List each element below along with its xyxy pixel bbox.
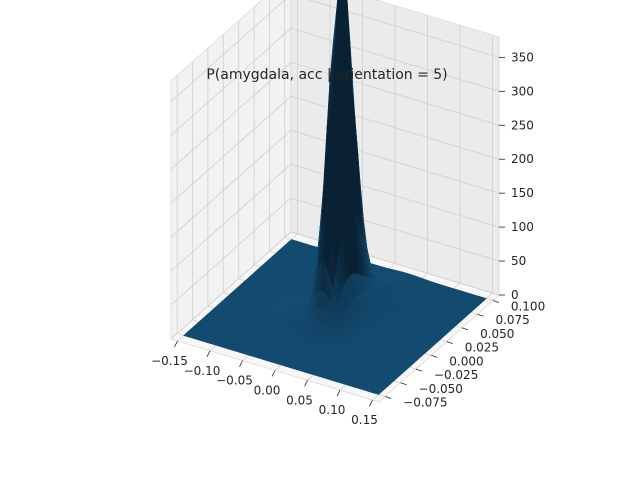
z-tick-label: 350 xyxy=(511,50,534,64)
y-tick-mark xyxy=(385,396,392,399)
x-tick-mark xyxy=(174,340,178,348)
x-tick-label: −0.15 xyxy=(151,354,188,368)
z-tick-label: 100 xyxy=(511,220,534,234)
x-tick-label: −0.10 xyxy=(184,364,221,378)
x-tick-mark xyxy=(239,360,243,367)
z-tick-label: 150 xyxy=(511,186,534,200)
y-tick-mark xyxy=(400,382,407,386)
x-tick-mark xyxy=(336,390,341,397)
y-tick-mark xyxy=(446,341,453,345)
y-tick-label: −0.075 xyxy=(403,396,447,410)
x-tick-mark xyxy=(206,350,211,357)
z-tick-label: 50 xyxy=(511,254,526,268)
y-tick-mark xyxy=(415,368,423,372)
grid-line-z xyxy=(170,27,500,136)
y-tick-mark xyxy=(461,327,469,331)
chart-title: P(amygdala, acc | orientation = 5) xyxy=(206,67,447,83)
x-tick-mark xyxy=(271,370,276,377)
grid-line-z xyxy=(170,231,500,340)
y-tick-mark xyxy=(431,354,438,358)
axis-ticks: −0.15−0.10−0.050.000.050.100.15−0.075−0.… xyxy=(151,50,545,427)
surface-patch xyxy=(373,390,383,395)
grid-line-z xyxy=(170,95,500,204)
y-tick-mark xyxy=(492,300,499,303)
y-tick-label: −0.025 xyxy=(434,368,478,382)
y-tick-label: 0.100 xyxy=(511,299,545,313)
y-tick-label: 0.075 xyxy=(495,313,529,327)
z-tick-label: 200 xyxy=(511,152,534,166)
x-tick-label: 0.00 xyxy=(254,384,281,398)
y-tick-label: 0.050 xyxy=(480,327,514,341)
z-tick-label: 0 xyxy=(511,288,519,302)
y-tick-label: 0.025 xyxy=(465,341,499,355)
grid-line-z xyxy=(170,129,500,238)
x-tick-label: 0.10 xyxy=(319,403,346,417)
x-tick-mark xyxy=(369,399,373,407)
y-tick-mark xyxy=(477,313,484,317)
z-tick-label: 300 xyxy=(511,84,534,98)
y-tick-label: 0.000 xyxy=(449,354,483,368)
grid-line-z xyxy=(170,197,500,306)
y-tick-label: −0.050 xyxy=(419,382,463,396)
grid-line-z xyxy=(170,0,500,102)
x-tick-label: −0.05 xyxy=(216,374,253,388)
grid-line-z xyxy=(170,61,500,170)
surface-mesh xyxy=(183,0,487,395)
grid-line-z xyxy=(170,163,500,272)
x-tick-label: 0.15 xyxy=(351,413,378,427)
z-tick-label: 250 xyxy=(511,118,534,132)
x-tick-label: 0.05 xyxy=(286,393,313,407)
x-tick-mark xyxy=(304,380,308,387)
